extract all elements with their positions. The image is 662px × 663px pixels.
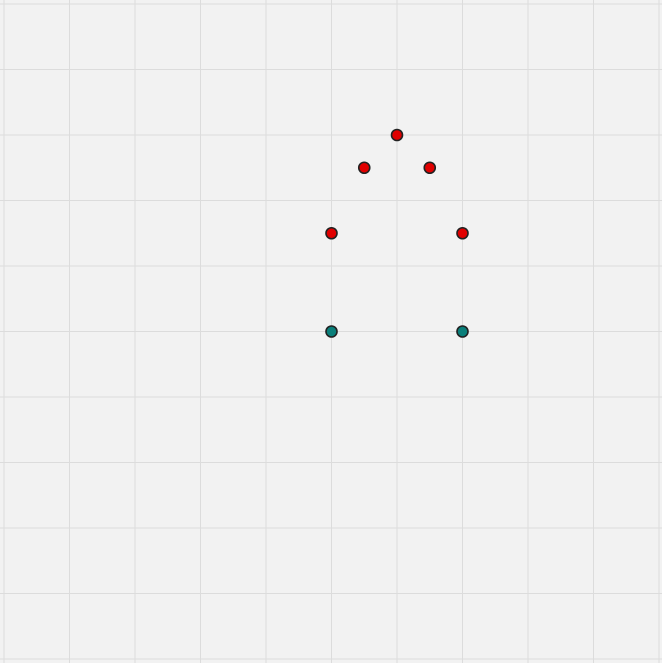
- red-dot[interactable]: [423, 161, 437, 175]
- dots-layer: [325, 128, 469, 338]
- red-dot[interactable]: [325, 226, 338, 240]
- red-dot[interactable]: [357, 161, 371, 175]
- teal-dot[interactable]: [456, 325, 469, 338]
- teal-dot[interactable]: [325, 325, 338, 338]
- red-dot[interactable]: [390, 128, 404, 142]
- red-dot[interactable]: [456, 226, 469, 240]
